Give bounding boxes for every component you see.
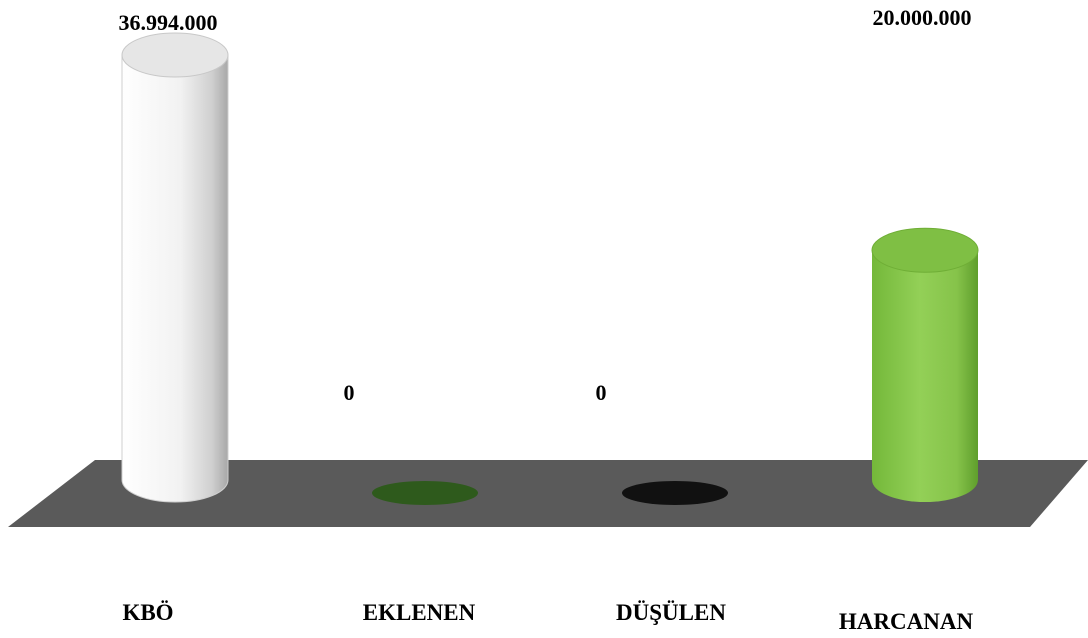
value-label-dusulen: 0 <box>596 380 607 405</box>
value-label-harcanan: 20.000.000 <box>873 5 972 30</box>
bars <box>121 32 979 505</box>
category-label-eklenen: EKLENEN <box>363 600 476 625</box>
category-labels: KBÖ EKLENEN DÜŞÜLEN HARCANAN <box>122 600 973 634</box>
value-labels: 36.994.000 0 0 20.000.000 <box>119 5 972 405</box>
bar-top-kbo <box>121 32 229 78</box>
bar-dusulen <box>622 481 728 505</box>
category-label-dusulen: DÜŞÜLEN <box>616 600 726 625</box>
bar-top-harcanan <box>871 227 979 273</box>
value-label-eklenen: 0 <box>344 380 355 405</box>
chart-floor <box>8 460 1088 527</box>
bar-eklenen <box>372 481 478 505</box>
bar-harcanan <box>872 250 978 502</box>
value-label-kbo: 36.994.000 <box>119 10 218 35</box>
category-label-harcanan: HARCANAN <box>839 609 974 634</box>
category-label-kbo: KBÖ <box>122 600 173 625</box>
bar-kbo <box>121 54 229 503</box>
